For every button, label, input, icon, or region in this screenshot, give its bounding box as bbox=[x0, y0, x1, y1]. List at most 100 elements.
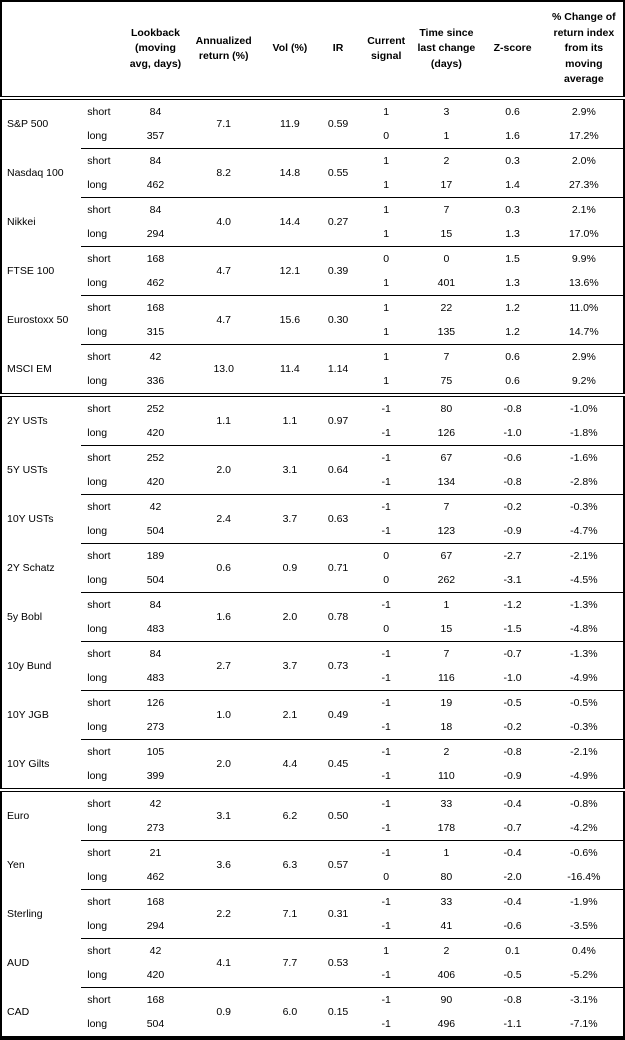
time-since-value: 41 bbox=[440, 920, 453, 932]
header-time-since: Time since last change (days) bbox=[412, 1, 481, 100]
time-since-value: 80 bbox=[440, 871, 453, 883]
header-current-signal: Current signal bbox=[360, 1, 413, 100]
signal-value: -1 bbox=[360, 641, 413, 666]
lookback-value: 42 bbox=[127, 788, 184, 816]
row-label: long bbox=[87, 179, 108, 191]
row-label: long bbox=[87, 623, 108, 635]
signal-value: -1 bbox=[381, 920, 391, 932]
lookback-value: 84 bbox=[127, 641, 184, 666]
lookback-value: 273 bbox=[146, 721, 165, 733]
signal-value: -1 bbox=[360, 445, 413, 470]
z-score-value: 0.6 bbox=[480, 344, 545, 369]
lookback-value: 42 bbox=[127, 938, 184, 963]
lookback-value: 504 bbox=[146, 574, 165, 586]
vol-value: 3.7 bbox=[263, 494, 316, 544]
table-row: 2Y USTs short 252 1.1 1.1 0.97 -1 80 -0.8 -1.0% bbox=[1, 393, 624, 446]
signal-value: 1 bbox=[360, 148, 413, 173]
row-label: short bbox=[81, 494, 128, 519]
lookback-value: 294 bbox=[146, 920, 165, 932]
pct-change-value: -1.3% bbox=[544, 641, 624, 666]
time-since-value: 67 bbox=[412, 445, 481, 470]
vol-value: 1.1 bbox=[263, 393, 316, 446]
pct-change-value: -4.7% bbox=[570, 525, 598, 537]
z-score-value: 0.3 bbox=[480, 197, 545, 222]
instrument-name: S&P 500 bbox=[7, 118, 49, 131]
row-label: long bbox=[87, 375, 108, 387]
lookback-value: 168 bbox=[127, 295, 184, 320]
header-instrument bbox=[1, 1, 82, 100]
annualized-return-value: 2.0 bbox=[183, 739, 264, 790]
instrument-name: FTSE 100 bbox=[7, 265, 55, 277]
vol-value: 12.1 bbox=[263, 246, 316, 296]
instrument-name: Yen bbox=[7, 859, 25, 871]
ir-value: 0.64 bbox=[315, 445, 361, 495]
time-since-value: 262 bbox=[437, 574, 456, 586]
pct-change-value: -3.1% bbox=[544, 987, 624, 1012]
time-since-value: 19 bbox=[412, 690, 481, 715]
pct-change-value: -4.9% bbox=[570, 672, 598, 684]
pct-change-value: -4.5% bbox=[570, 574, 598, 586]
z-score-value: 0.3 bbox=[480, 148, 545, 173]
lookback-value: 252 bbox=[127, 393, 184, 421]
annualized-return-value: 3.1 bbox=[183, 788, 264, 841]
lookback-value: 483 bbox=[146, 623, 165, 635]
z-score-value: 1.2 bbox=[505, 326, 520, 338]
pct-change-value: -0.5% bbox=[544, 690, 624, 715]
row-label: short bbox=[81, 690, 128, 715]
time-since-value: 134 bbox=[437, 476, 456, 488]
ir-value: 0.78 bbox=[315, 592, 361, 642]
table-row: Euro short 42 3.1 6.2 0.50 -1 33 -0.4 -0.8% bbox=[1, 788, 624, 841]
vol-value: 0.9 bbox=[263, 543, 316, 593]
z-score-value: -1.0 bbox=[503, 672, 522, 684]
lookback-value: 462 bbox=[146, 277, 165, 289]
time-since-value: 178 bbox=[437, 822, 456, 834]
signal-value: -1 bbox=[360, 788, 413, 816]
signal-value: 0 bbox=[383, 623, 390, 635]
pct-change-value: -1.8% bbox=[570, 427, 598, 439]
table-row: 10y Bund short 84 2.7 3.7 0.73 -1 7 -0.7 -1.3% bbox=[1, 641, 624, 691]
lookback-value: 420 bbox=[146, 476, 165, 488]
header-annualized-return: Annualized return (%) bbox=[183, 1, 264, 100]
signal-value: 1 bbox=[360, 344, 413, 369]
signal-value: -1 bbox=[381, 525, 391, 537]
signal-value: -1 bbox=[360, 889, 413, 914]
row-label: long bbox=[87, 476, 108, 488]
pct-change-value: 2.9% bbox=[571, 106, 596, 118]
header-z-score: Z-score bbox=[480, 1, 545, 100]
annualized-return-value: 7.1 bbox=[216, 118, 231, 130]
z-score-value: 1.3 bbox=[505, 277, 520, 289]
time-since-value: 135 bbox=[437, 326, 456, 338]
header-vol: Vol (%) bbox=[263, 1, 316, 100]
lookback-value: 84 bbox=[149, 106, 162, 118]
signal-value: -1 bbox=[360, 690, 413, 715]
annualized-return-value: 4.7 bbox=[183, 246, 264, 296]
time-since-value: 123 bbox=[437, 525, 456, 537]
pct-change-value: -4.9% bbox=[570, 770, 598, 782]
pct-change-value: 17.2% bbox=[568, 130, 599, 142]
table-row: long 420 -1 126 -1.0 -1.8% bbox=[1, 421, 624, 446]
header-ir: IR bbox=[315, 1, 361, 100]
row-label: short bbox=[81, 393, 128, 421]
signal-value: -1 bbox=[360, 840, 413, 865]
lookback-value: 42 bbox=[127, 494, 184, 519]
lookback-value: 84 bbox=[127, 592, 184, 617]
row-label: long bbox=[87, 326, 108, 338]
lookback-value: 84 bbox=[127, 148, 184, 173]
row-label: long bbox=[87, 427, 108, 439]
instrument-name: Sterling bbox=[7, 908, 43, 920]
instrument-name: 10y Bund bbox=[7, 660, 52, 672]
lookback-value: 126 bbox=[127, 690, 184, 715]
annualized-return-value: 13.0 bbox=[183, 344, 264, 395]
vol-value: 6.0 bbox=[263, 987, 316, 1038]
z-score-value: 1.6 bbox=[505, 130, 520, 142]
signal-value: 1 bbox=[383, 228, 390, 240]
table-row: long 462 0 80 -2.0 -16.4% bbox=[1, 865, 624, 890]
ir-value: 0.49 bbox=[315, 690, 361, 740]
ir-value: 0.50 bbox=[315, 788, 361, 841]
time-since-value: 406 bbox=[437, 969, 456, 981]
table-row: long 357 0 1 1.6 17.2% bbox=[1, 124, 624, 149]
signal-value: -1 bbox=[360, 592, 413, 617]
lookback-value: 252 bbox=[127, 445, 184, 470]
instrument-name: 2Y USTs bbox=[1, 393, 82, 446]
